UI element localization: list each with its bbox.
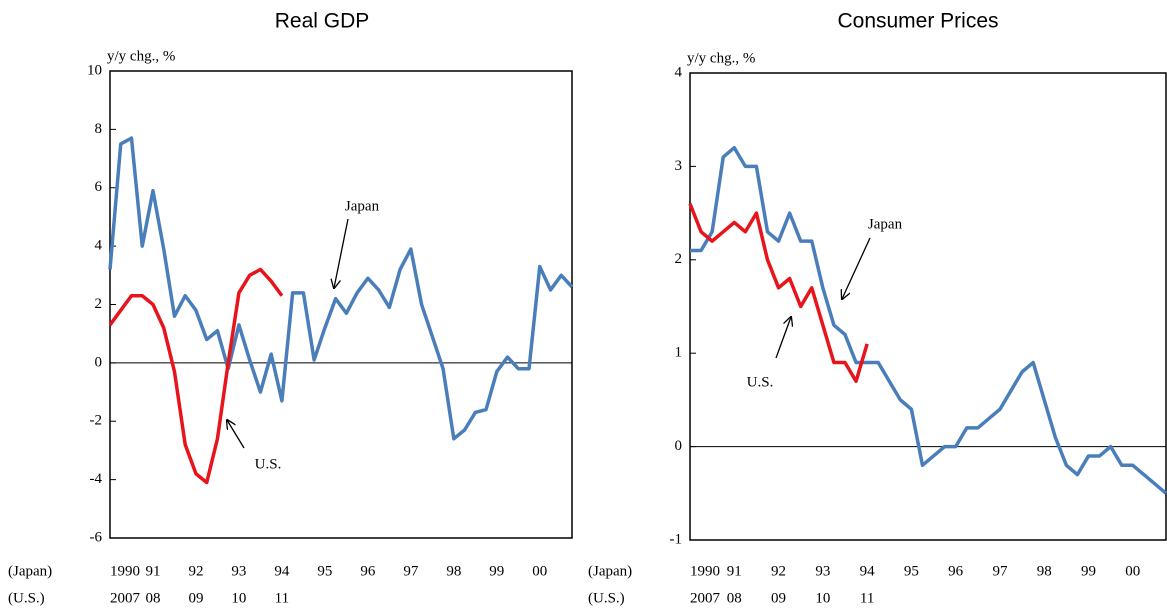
row-label: (U.S.) — [588, 590, 625, 606]
x-tick-label-us: 08 — [727, 590, 742, 606]
x-tick-label: 93 — [815, 563, 830, 579]
annotation: Japan — [345, 198, 380, 214]
y-tick-label: 0 — [675, 438, 683, 454]
y-axis-label: y/y chg., % — [107, 48, 175, 64]
row-label: (Japan) — [8, 563, 52, 579]
x-tick-label: 99 — [489, 563, 504, 579]
x-tick-label: 00 — [1125, 563, 1140, 579]
x-tick-label-us: 10 — [231, 590, 246, 606]
x-tick-label: 97 — [403, 563, 419, 579]
x-tick-label: 1990 — [110, 563, 140, 579]
x-tick-label-us: 10 — [815, 590, 830, 606]
row-label: (Japan) — [588, 563, 632, 579]
series-line — [688, 203, 869, 383]
y-axis-label: y/y chg., % — [687, 50, 755, 66]
y-tick-label: 2 — [675, 251, 683, 267]
x-tick-label-us: 11 — [275, 590, 289, 606]
x-tick-label: 96 — [948, 563, 964, 579]
x-tick-label: 94 — [274, 563, 290, 579]
chart-title: Real GDP — [275, 10, 370, 33]
x-tick-label: 92 — [771, 563, 786, 579]
y-tick-label: 4 — [675, 64, 683, 80]
x-tick-label: 95 — [317, 563, 332, 579]
row-label: (U.S.) — [8, 590, 45, 606]
x-tick-label: 94 — [860, 563, 876, 579]
x-tick-label: 98 — [446, 563, 461, 579]
y-tick-label: 10 — [87, 62, 102, 78]
y-tick-label: -6 — [90, 529, 103, 545]
y-tick-label: -2 — [90, 413, 103, 429]
y-tick-label: 6 — [95, 179, 103, 195]
x-tick-label: 98 — [1037, 563, 1052, 579]
annotation: U.S. — [255, 456, 282, 472]
x-tick-label: 91 — [145, 563, 160, 579]
x-tick-label: 00 — [532, 563, 547, 579]
y-tick-label: 8 — [95, 121, 103, 137]
x-tick-label-us: 09 — [771, 590, 786, 606]
x-tick-label: 93 — [231, 563, 246, 579]
series-line — [108, 267, 284, 485]
series-line — [108, 136, 574, 441]
annotation-arrow — [775, 317, 791, 359]
annotation-arrow — [227, 420, 245, 449]
x-tick-label-us: 2007 — [690, 590, 721, 606]
chart-title: Consumer Prices — [837, 10, 998, 33]
x-tick-label-us: 11 — [860, 590, 874, 606]
x-tick-label-us: 08 — [145, 590, 160, 606]
y-tick-label: 0 — [95, 354, 103, 370]
annotation: Japan — [868, 216, 903, 232]
y-tick-label: -4 — [90, 471, 103, 487]
x-tick-label: 96 — [360, 563, 376, 579]
series-line — [690, 145, 1167, 495]
x-tick-label-us: 2007 — [110, 590, 141, 606]
x-tick-label: 92 — [188, 563, 203, 579]
y-tick-label: 1 — [675, 345, 683, 361]
y-tick-label: 2 — [95, 296, 103, 312]
x-tick-label-us: 09 — [188, 590, 203, 606]
annotation-arrow — [842, 237, 871, 299]
y-tick-label: -1 — [670, 531, 683, 547]
x-tick-label: 97 — [992, 563, 1008, 579]
plot-area — [689, 72, 1167, 541]
annotation: U.S. — [747, 374, 774, 390]
x-tick-label: 1990 — [690, 563, 720, 579]
annotation-arrow — [334, 218, 349, 288]
x-tick-label: 95 — [904, 563, 919, 579]
y-tick-label: 3 — [675, 158, 683, 174]
x-tick-label: 99 — [1081, 563, 1096, 579]
y-tick-label: 4 — [95, 238, 103, 254]
x-tick-label: 91 — [727, 563, 742, 579]
